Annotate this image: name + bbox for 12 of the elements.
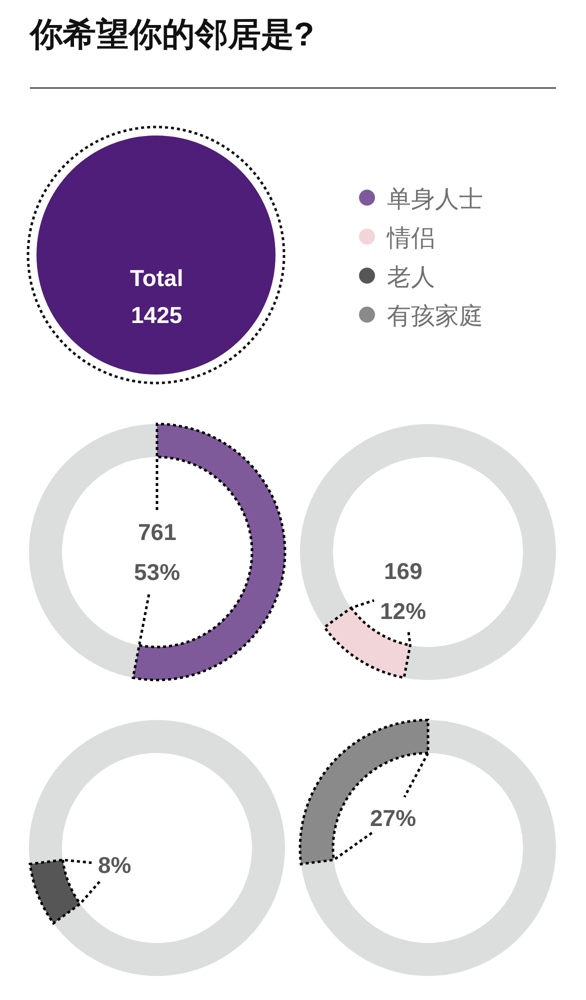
data-label: 27% — [370, 805, 416, 831]
text: 你希望你的邻居是? — [28, 16, 314, 53]
donut-slice — [30, 860, 80, 924]
legend-label: 情侣 — [386, 224, 435, 252]
data-label: 169 12% — [380, 558, 426, 624]
text: Total — [130, 265, 184, 291]
legend-label: 有孩家庭 — [387, 302, 483, 330]
data-label: 761 53% — [134, 519, 180, 585]
legend-label: 单身人士 — [387, 186, 483, 213]
legend-label: 老人 — [387, 264, 435, 291]
text: 1425 — [131, 302, 182, 328]
data-label: 8% — [98, 852, 132, 878]
